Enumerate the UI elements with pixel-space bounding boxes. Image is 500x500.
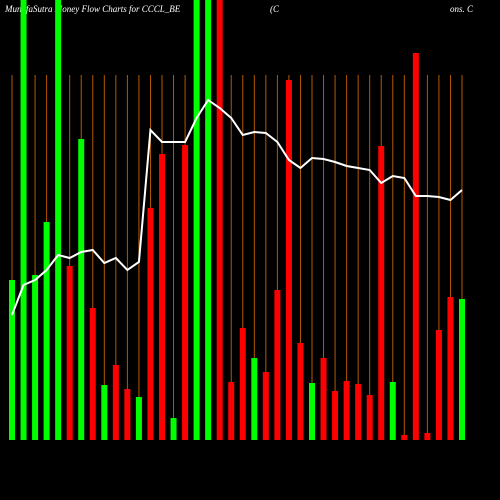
bar	[309, 383, 315, 440]
bar	[435, 330, 442, 440]
bar	[412, 53, 419, 440]
flow-line	[11, 98, 463, 316]
annotation: ons. C	[450, 4, 474, 14]
bar	[9, 280, 15, 440]
bar	[389, 382, 396, 440]
bar	[378, 146, 385, 440]
bar	[182, 145, 189, 440]
bar	[401, 435, 408, 440]
bar	[447, 297, 454, 440]
bar	[78, 139, 85, 440]
bar	[89, 308, 96, 440]
bar	[285, 80, 292, 440]
bar	[343, 381, 350, 440]
bar	[20, 0, 27, 440]
bar	[262, 372, 269, 440]
bar	[43, 222, 50, 440]
bar	[320, 358, 327, 440]
bar	[159, 154, 165, 440]
bar	[297, 343, 304, 440]
bar	[239, 328, 246, 440]
bar	[135, 397, 142, 440]
bar	[366, 395, 373, 440]
bar	[32, 275, 39, 440]
bar	[193, 0, 200, 440]
bar	[459, 299, 465, 440]
bar	[112, 365, 119, 440]
bar	[55, 0, 62, 440]
bar	[424, 433, 431, 440]
bar	[101, 385, 108, 440]
bar	[332, 391, 339, 440]
bar	[170, 418, 177, 440]
bar	[66, 266, 73, 440]
bar	[251, 358, 258, 440]
bar	[216, 0, 223, 440]
bar	[228, 382, 235, 440]
bar	[274, 290, 281, 440]
bar	[355, 384, 362, 440]
bar	[124, 389, 131, 440]
bar	[147, 208, 154, 440]
bar	[205, 0, 212, 440]
chart-title: MunafaSutra Money Flow Charts for CCCL_B…	[4, 4, 181, 14]
annotation: (C	[270, 4, 280, 14]
